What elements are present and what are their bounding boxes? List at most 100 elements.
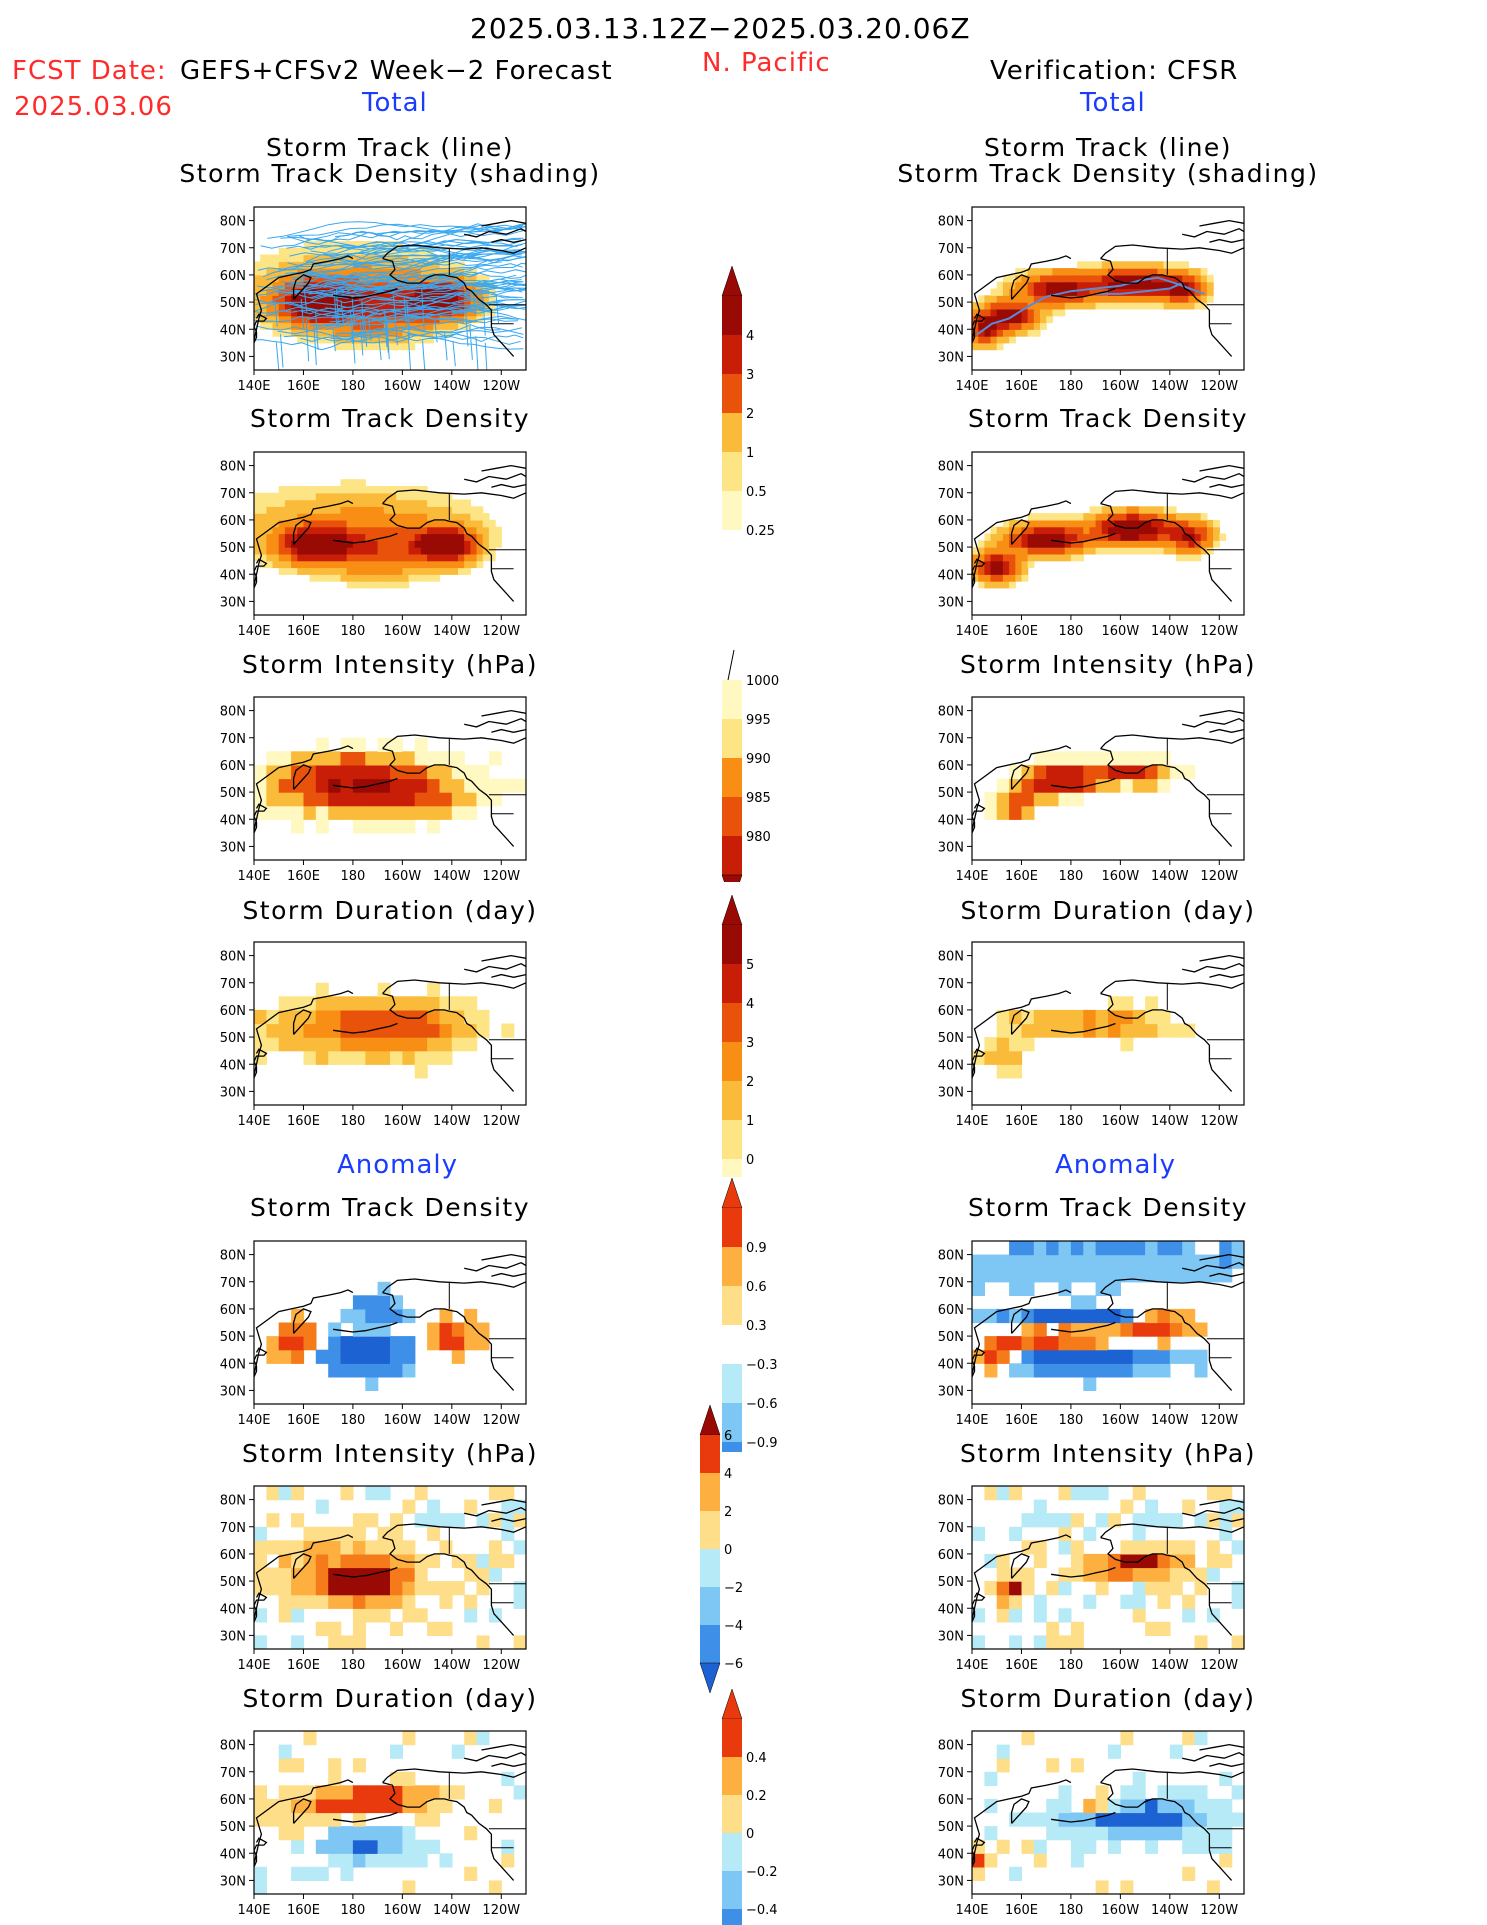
grid-cell <box>402 1499 416 1514</box>
storm-track-line <box>361 300 365 343</box>
grid-cell <box>1145 1023 1159 1038</box>
grid-cell <box>402 567 410 575</box>
grid-cell <box>266 315 274 324</box>
grid-cell <box>1151 295 1159 303</box>
grid-cell <box>433 540 441 548</box>
grid-cell <box>1120 1731 1134 1746</box>
grid-cell <box>402 560 410 569</box>
grid-cell <box>1095 764 1109 780</box>
coastline <box>1100 734 1244 750</box>
grid-cell <box>1200 519 1208 528</box>
grid-cell <box>464 315 471 324</box>
grid-cell <box>470 315 478 324</box>
grid-cell <box>1070 1486 1084 1501</box>
map-cfsr-duration: 140E 160E 180 160W 140W 120W80N70N60N50N40N30… <box>938 941 1245 1127</box>
grid-cell <box>315 819 329 834</box>
x-tick-label: 140W <box>433 379 471 392</box>
grid-cell <box>1027 288 1035 296</box>
grid-cell <box>1194 302 1202 310</box>
grid-cell <box>1021 1567 1035 1582</box>
grid-cell <box>1070 1295 1084 1310</box>
grid-cell <box>340 526 348 535</box>
grid-cell <box>1033 1363 1047 1378</box>
grid-cell <box>1046 308 1053 317</box>
grid-cell <box>1169 1567 1183 1582</box>
grid-cell <box>359 506 366 514</box>
grid-cell <box>1176 274 1183 283</box>
colorbar-label: 0 <box>724 1543 732 1558</box>
grid-cell <box>1046 1635 1060 1649</box>
grid-cell <box>365 499 373 507</box>
grid-cell <box>260 302 267 310</box>
grid-cell <box>371 553 379 562</box>
grid-cell <box>291 519 298 528</box>
grid-cell <box>1157 540 1165 548</box>
grid-cell <box>996 1050 1010 1065</box>
grid-cell <box>328 1594 342 1609</box>
grid-cell <box>464 1608 478 1623</box>
coastline <box>1199 219 1244 227</box>
grid-cell <box>390 1336 403 1351</box>
grid-cell <box>254 1009 267 1025</box>
grid-cell <box>1120 1499 1134 1514</box>
grid-cell <box>309 567 317 575</box>
grid-cell <box>990 581 998 589</box>
colorbar-segment <box>722 1325 742 1364</box>
colorbar-label: 0.4 <box>746 1751 767 1766</box>
grid-cell <box>1194 1826 1208 1841</box>
grid-cell <box>464 1023 478 1038</box>
grid-cell <box>315 1581 329 1596</box>
grid-cell <box>377 1363 391 1378</box>
grid-cell <box>984 1037 998 1052</box>
grid-cell <box>1009 553 1016 562</box>
coastline <box>292 274 312 300</box>
grid-cell <box>352 336 360 344</box>
colorbar-label: 985 <box>746 791 771 806</box>
storm-track-line <box>280 236 521 255</box>
title-fcst-duration: Storm Duration (day) <box>242 896 538 925</box>
grid-cell <box>1083 268 1091 276</box>
grid-cell <box>1033 1268 1047 1283</box>
grid-cell <box>377 751 391 766</box>
title-fcst-track-line: Storm Track (line) <box>265 133 515 162</box>
grid-cell <box>390 567 397 575</box>
grid-cell <box>1213 540 1220 548</box>
y-tick-label: 40N <box>938 323 964 338</box>
grid-cell <box>439 540 447 548</box>
grid-cell <box>390 792 403 807</box>
colorbar-segment <box>722 1247 742 1286</box>
grid-cell <box>1046 1241 1060 1256</box>
grid-cell <box>1077 274 1084 283</box>
x-tick-label: 120W <box>1200 869 1238 882</box>
coastline <box>491 1517 526 1522</box>
grid-cell <box>1151 281 1159 290</box>
grid-cell <box>377 1295 391 1310</box>
colorbar-segment <box>722 452 742 491</box>
y-tick-label: 30N <box>220 840 246 855</box>
y-tick-label: 40N <box>220 568 246 583</box>
grid-cell <box>303 1023 317 1038</box>
grid-cell <box>272 526 280 535</box>
y-tick-label: 70N <box>938 732 964 747</box>
grid-cell <box>1083 302 1091 310</box>
grid-cell <box>1052 553 1060 562</box>
grid-cell <box>278 1553 292 1569</box>
grid-cell <box>390 526 397 535</box>
grid-cell <box>254 506 261 514</box>
x-tick-label: 120W <box>482 1658 520 1671</box>
grid-cell <box>1138 526 1146 535</box>
x-tick-label: 160E <box>287 1114 320 1127</box>
grid-cell <box>346 274 354 283</box>
grid-cell <box>1046 1798 1060 1814</box>
grid-cell <box>1200 526 1208 535</box>
grid-cell <box>254 302 261 310</box>
grid-cell <box>303 492 311 501</box>
grid-cell <box>390 1826 403 1841</box>
grid-cell <box>476 1023 490 1038</box>
grid-cell <box>439 1785 453 1800</box>
grid-cell <box>433 526 441 535</box>
grid-cell <box>1219 1254 1233 1269</box>
grid-cell <box>420 506 428 514</box>
grid-cell <box>1070 302 1078 310</box>
grid-cell <box>1058 792 1072 807</box>
